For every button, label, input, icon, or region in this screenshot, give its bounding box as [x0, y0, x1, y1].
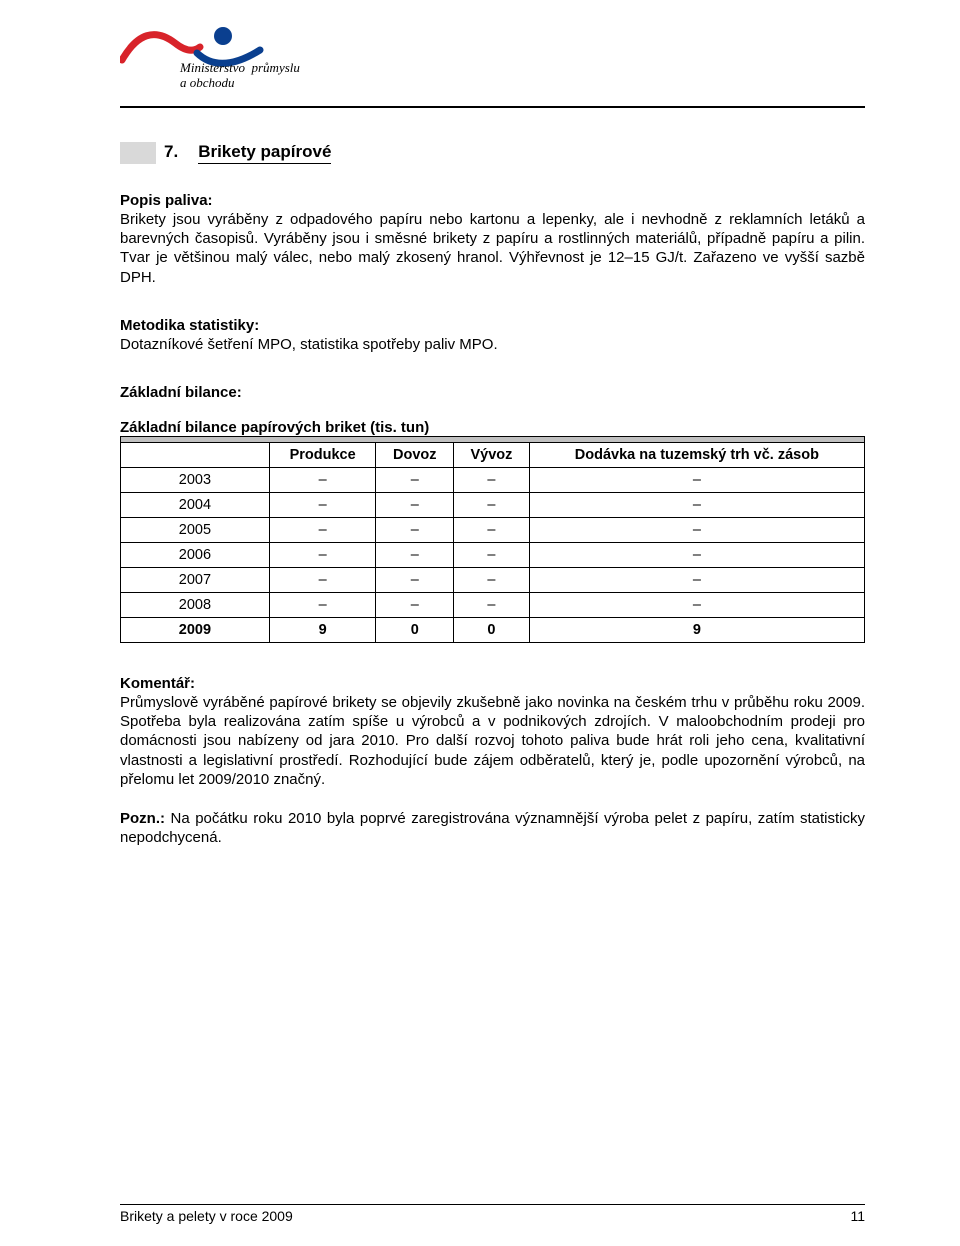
table-cell: 9: [269, 617, 376, 642]
table-cell-year: 2004: [121, 492, 270, 517]
table-cell-year: 2009: [121, 617, 270, 642]
table-cell: –: [529, 592, 864, 617]
table-row: 20099009: [121, 617, 865, 642]
table-row: 2005––––: [121, 517, 865, 542]
table-cell: –: [269, 517, 376, 542]
footer-left: Brikety a pelety v roce 2009: [120, 1208, 293, 1224]
heading-number: 7.: [164, 142, 178, 164]
logo-text: Ministerstvo průmyslu a obchodu: [180, 61, 300, 91]
table-cell-year: 2006: [121, 542, 270, 567]
table-cell: –: [269, 592, 376, 617]
table-cell: –: [376, 517, 454, 542]
table-row: 2007––––: [121, 567, 865, 592]
table-cell: 0: [454, 617, 530, 642]
table-col-vyvoz: Vývoz: [454, 442, 530, 467]
footer-right: 11: [850, 1208, 865, 1224]
page-footer: Brikety a pelety v roce 2009 11: [120, 1204, 865, 1224]
pozn-text: Na počátku roku 2010 byla poprvé zaregis…: [120, 810, 865, 846]
table-cell: –: [529, 492, 864, 517]
table-cell: –: [269, 567, 376, 592]
header-rule: [120, 106, 865, 108]
table-row: 2004––––: [121, 492, 865, 517]
table-row: 2003––––: [121, 467, 865, 492]
table-cell: –: [269, 542, 376, 567]
table-col-produkce: Produkce: [269, 442, 376, 467]
table-cell-year: 2007: [121, 567, 270, 592]
table-cell-year: 2005: [121, 517, 270, 542]
section-heading: 7. Brikety papírové: [120, 142, 865, 164]
table-cell: –: [454, 542, 530, 567]
table-cell-year: 2003: [121, 467, 270, 492]
pozn-label: Pozn.:: [120, 810, 165, 827]
table-cell: –: [454, 592, 530, 617]
komentar-text: Průmyslově vyráběné papírové brikety se …: [120, 693, 865, 789]
table-cell: –: [529, 517, 864, 542]
table-cell: –: [269, 492, 376, 517]
table-cell: 0: [376, 617, 454, 642]
table-cell: –: [376, 592, 454, 617]
metodika-text: Dotazníkové šetření MPO, statistika spot…: [120, 335, 865, 354]
table-cell: –: [529, 467, 864, 492]
logo-line2b: a obchodu: [180, 76, 300, 91]
metodika-title: Metodika statistiky:: [120, 317, 865, 334]
table-cell: –: [454, 517, 530, 542]
komentar-title: Komentář:: [120, 675, 865, 692]
popis-text: Brikety jsou vyráběny z odpadového papír…: [120, 210, 865, 287]
table-cell-year: 2008: [121, 592, 270, 617]
table-cell: –: [454, 492, 530, 517]
table-cell: –: [529, 567, 864, 592]
table-col-blank: [121, 442, 270, 467]
table-cell: –: [376, 567, 454, 592]
table-title: Základní bilance papírových briket (tis.…: [120, 419, 865, 436]
popis-title: Popis paliva:: [120, 192, 865, 209]
pozn-block: Pozn.: Na počátku roku 2010 byla poprvé …: [120, 809, 865, 847]
heading-bar: [120, 142, 156, 164]
balance-table: Produkce Dovoz Vývoz Dodávka na tuzemský…: [120, 436, 865, 643]
table-cell: –: [269, 467, 376, 492]
bilance-title: Základní bilance:: [120, 384, 865, 401]
logo-line2a: průmyslu: [252, 60, 300, 75]
table-row: 2008––––: [121, 592, 865, 617]
table-cell: –: [376, 467, 454, 492]
table-cell: –: [529, 542, 864, 567]
table-col-dodavka: Dodávka na tuzemský trh vč. zásob: [529, 442, 864, 467]
table-cell: –: [454, 567, 530, 592]
table-cell: –: [376, 542, 454, 567]
footer-rule: [120, 1204, 865, 1205]
table-col-dovoz: Dovoz: [376, 442, 454, 467]
table-row: 2006––––: [121, 542, 865, 567]
ministry-logo: Ministerstvo průmyslu a obchodu: [120, 25, 865, 100]
heading-title: Brikety papírové: [198, 142, 331, 164]
table-cell: –: [376, 492, 454, 517]
table-cell: –: [454, 467, 530, 492]
logo-line1: Ministerstvo: [180, 60, 245, 75]
table-cell: 9: [529, 617, 864, 642]
